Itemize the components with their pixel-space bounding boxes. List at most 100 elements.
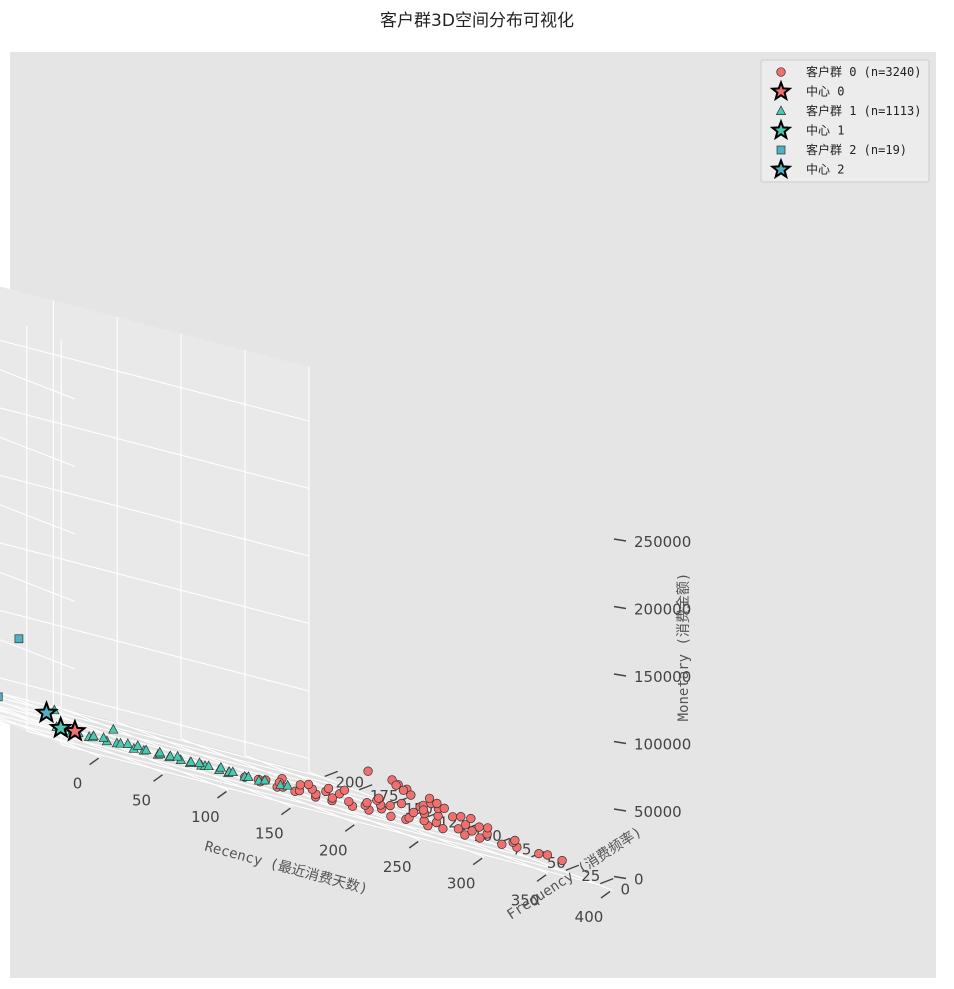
grid-line-y (0, 697, 358, 792)
data-point (497, 839, 507, 849)
series-3 (48, 715, 73, 739)
legend-marker (775, 105, 787, 115)
data-point (467, 826, 477, 836)
data-point (418, 805, 429, 815)
data-point (466, 813, 476, 824)
x-tick-label: 0 (73, 775, 83, 793)
grid-line-x (244, 350, 549, 874)
grid-line-y (0, 719, 530, 859)
grid-line-x (116, 317, 421, 841)
data-point (154, 746, 165, 757)
data-point (339, 785, 350, 795)
data-point (439, 803, 449, 813)
legend-label: 客户群 2 (n=19) (806, 142, 907, 157)
legend-label: 中心 1 (806, 123, 844, 138)
data-point (172, 750, 183, 761)
data-point (432, 798, 442, 809)
grid-line-x (180, 333, 485, 858)
x-tick-mark (472, 857, 483, 866)
data-point (344, 796, 354, 807)
x-tick-label: 350 (511, 891, 540, 909)
x-tick-mark (408, 840, 419, 849)
grid-line-z (0, 542, 310, 625)
series-4 (0, 634, 24, 702)
grid-line-y (0, 692, 323, 778)
x-tick-mark (153, 774, 163, 782)
data-point (165, 750, 176, 761)
legend-label: 客户群 1 (n=1113) (806, 103, 921, 118)
data-point (374, 793, 384, 803)
axis-ticks: 0501001502002503003504000255075100125150… (73, 533, 691, 926)
data-point (406, 790, 416, 800)
data-point (243, 771, 254, 781)
y-tick-mark (599, 877, 614, 885)
legend-label: 客户群 0 (n=3240) (806, 64, 921, 79)
z-tick-label: 100000 (634, 736, 691, 754)
data-point (398, 785, 409, 795)
grid-line-z (0, 339, 310, 422)
z-tick-mark (613, 538, 627, 542)
data-point (460, 830, 470, 840)
x-tick-label: 400 (575, 908, 604, 926)
series-5 (34, 700, 59, 724)
x-tick-mark (600, 890, 611, 899)
center-point (34, 700, 59, 724)
data-point (483, 823, 493, 833)
grid-line-z (0, 609, 310, 692)
grid-line-y (26, 326, 564, 872)
data-point (122, 738, 133, 748)
grid-line-z (0, 474, 310, 557)
z-tick-mark (613, 673, 627, 677)
data-point (295, 780, 305, 790)
z-tick-label: 150000 (634, 668, 691, 686)
legend-box (760, 59, 930, 183)
x-tick-mark (536, 874, 547, 882)
x-tick-label: 200 (319, 841, 348, 859)
legend-marker (769, 79, 793, 102)
grid-line-y (60, 339, 599, 886)
data-point (14, 634, 24, 644)
x-tick-label: 50 (132, 791, 151, 809)
data-point (227, 766, 238, 777)
z-tick-label: 250000 (634, 533, 691, 551)
data-point (396, 798, 407, 809)
z-tick-mark (613, 740, 627, 745)
data-point (98, 732, 109, 742)
grid-line-x (308, 367, 613, 891)
legend-marker (776, 67, 786, 77)
grid-line-x (0, 692, 293, 808)
back-wall-pane (0, 286, 309, 772)
data-points (0, 634, 567, 866)
x-tick-label: 100 (191, 808, 220, 826)
data-point (534, 848, 544, 859)
data-point (115, 737, 126, 748)
data-point (203, 760, 214, 771)
data-point (362, 798, 372, 808)
data-point (327, 793, 338, 803)
data-point (363, 766, 373, 776)
grid-line-z (0, 677, 310, 760)
y-tick-label: 0 (620, 881, 630, 899)
data-point (259, 774, 270, 785)
data-point (88, 730, 99, 741)
z-axis-label: Monetary (消费金额) (676, 573, 692, 722)
data-point (510, 835, 520, 846)
data-point (557, 855, 567, 866)
y-tick-mark (565, 864, 580, 871)
data-point (275, 779, 286, 790)
y-tick-label: 25 (581, 867, 600, 885)
x-tick-mark (344, 824, 355, 832)
data-point (386, 811, 396, 821)
data-point (456, 812, 466, 822)
chart-title: 客户群3D空间分布可视化 (380, 11, 574, 31)
data-point (194, 757, 205, 768)
grid-line-y (0, 701, 392, 805)
x-tick-mark (89, 757, 99, 766)
data-point (303, 779, 314, 790)
data-point (132, 740, 143, 750)
y-tick-mark (358, 784, 373, 791)
data-point (408, 807, 419, 818)
data-point (447, 812, 458, 822)
legend-marker (769, 157, 793, 180)
